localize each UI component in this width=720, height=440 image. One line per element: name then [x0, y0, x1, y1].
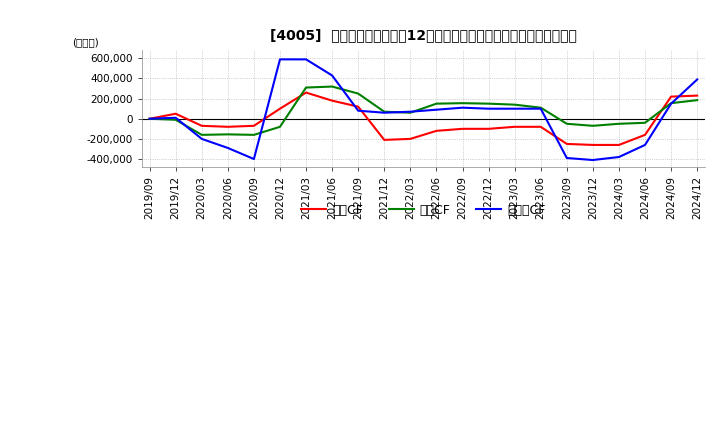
投資CF: [432, 101, 441, 106]
営業CF: [380, 137, 389, 143]
営業CF: [197, 123, 206, 128]
投資CF: [171, 117, 180, 122]
営業CF: [667, 94, 675, 99]
フリーCF: [588, 158, 597, 163]
投資CF: [510, 102, 519, 107]
フリーCF: [302, 57, 310, 62]
投資CF: [667, 100, 675, 106]
フリーCF: [250, 156, 258, 161]
営業CF: [276, 106, 284, 111]
営業CF: [171, 111, 180, 116]
営業CF: [354, 104, 362, 109]
営業CF: [458, 126, 467, 132]
フリーCF: [276, 57, 284, 62]
フリーCF: [615, 154, 624, 160]
Line: フリーCF: フリーCF: [150, 59, 697, 160]
フリーCF: [485, 106, 493, 111]
投資CF: [458, 100, 467, 106]
営業CF: [562, 141, 571, 147]
投資CF: [328, 84, 336, 89]
投資CF: [145, 116, 154, 121]
投資CF: [562, 121, 571, 126]
投資CF: [250, 132, 258, 138]
営業CF: [615, 142, 624, 147]
投資CF: [693, 98, 701, 103]
投資CF: [223, 132, 232, 137]
Title: [4005]  キャッシュフローの12か月移動合計の対前年同期増減額の推移: [4005] キャッシュフローの12か月移動合計の対前年同期増減額の推移: [270, 28, 577, 42]
営業CF: [485, 126, 493, 132]
フリーCF: [145, 116, 154, 121]
Y-axis label: (百万円): (百万円): [72, 37, 99, 47]
営業CF: [536, 124, 545, 129]
営業CF: [641, 132, 649, 138]
投資CF: [276, 124, 284, 129]
営業CF: [510, 124, 519, 129]
投資CF: [380, 109, 389, 114]
営業CF: [302, 90, 310, 95]
フリーCF: [406, 109, 415, 114]
営業CF: [223, 124, 232, 129]
フリーCF: [693, 77, 701, 82]
フリーCF: [562, 155, 571, 161]
投資CF: [485, 101, 493, 106]
フリーCF: [171, 115, 180, 121]
営業CF: [328, 98, 336, 103]
投資CF: [197, 132, 206, 138]
投資CF: [588, 123, 597, 128]
営業CF: [588, 142, 597, 147]
投資CF: [615, 121, 624, 126]
Line: 営業CF: 営業CF: [150, 92, 697, 145]
Legend: 営業CF, 投資CF, フリーCF: 営業CF, 投資CF, フリーCF: [297, 198, 550, 222]
フリーCF: [510, 106, 519, 111]
営業CF: [693, 93, 701, 98]
Line: 投資CF: 投資CF: [150, 87, 697, 135]
投資CF: [406, 110, 415, 115]
フリーCF: [536, 106, 545, 111]
フリーCF: [197, 136, 206, 142]
フリーCF: [641, 142, 649, 147]
フリーCF: [667, 101, 675, 106]
フリーCF: [354, 108, 362, 114]
フリーCF: [223, 145, 232, 150]
投資CF: [641, 120, 649, 125]
営業CF: [406, 136, 415, 142]
フリーCF: [432, 107, 441, 112]
投資CF: [536, 105, 545, 110]
フリーCF: [380, 110, 389, 115]
フリーCF: [328, 73, 336, 78]
投資CF: [354, 91, 362, 96]
投資CF: [302, 85, 310, 90]
フリーCF: [458, 105, 467, 110]
営業CF: [432, 128, 441, 133]
営業CF: [250, 123, 258, 128]
営業CF: [145, 116, 154, 121]
